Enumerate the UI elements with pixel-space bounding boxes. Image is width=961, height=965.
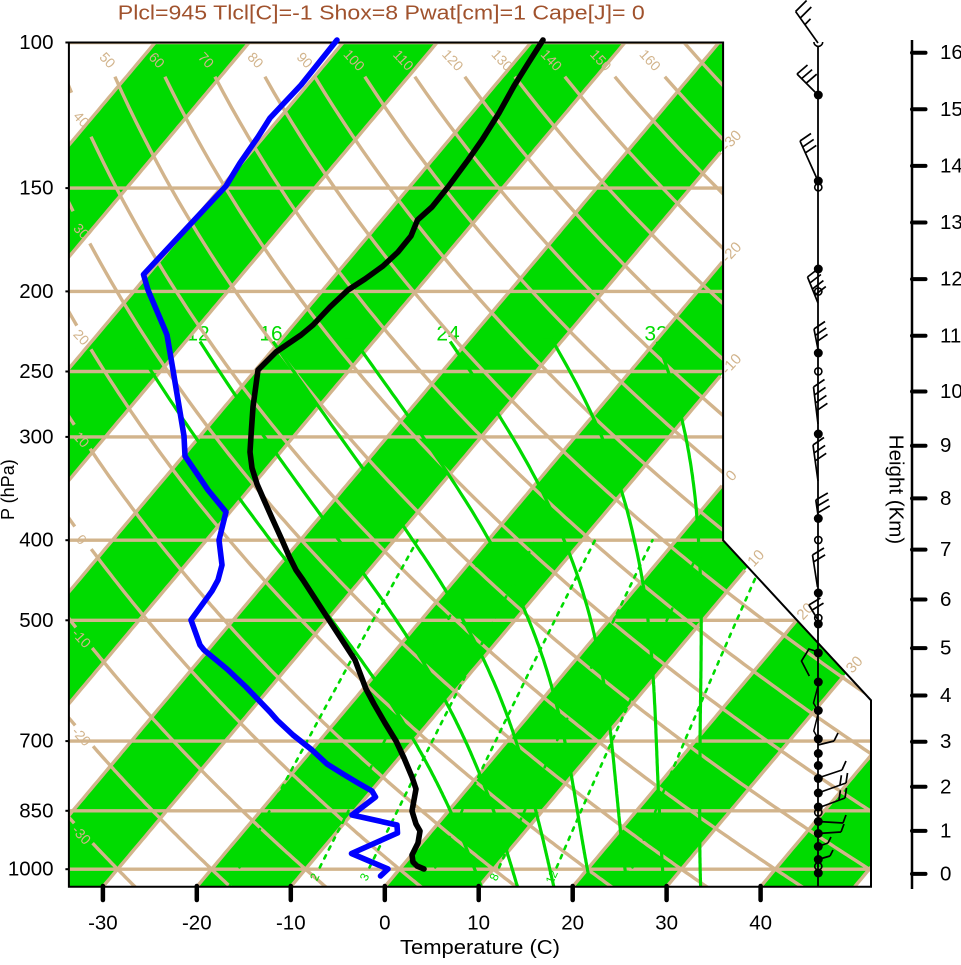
svg-text:6: 6 [940,588,951,611]
svg-text:400: 400 [19,529,53,552]
svg-text:8: 8 [940,487,951,510]
svg-text:Temperature (C): Temperature (C) [400,936,560,959]
svg-text:12: 12 [940,268,961,291]
svg-text:Height (Km): Height (Km) [885,435,908,544]
svg-text:10: 10 [940,380,961,403]
svg-text:4: 4 [940,684,951,707]
svg-text:1: 1 [940,819,951,842]
svg-text:3: 3 [940,730,951,753]
svg-text:-20: -20 [182,912,212,935]
svg-text:250: 250 [19,360,53,383]
svg-text:40: 40 [749,912,772,935]
svg-text:Plcl=945 Tlcl[C]=-1 Shox=8 Pwa: Plcl=945 Tlcl[C]=-1 Shox=8 Pwat[cm]=1 Ca… [118,2,645,25]
svg-text:30: 30 [655,912,678,935]
svg-text:500: 500 [19,609,53,632]
svg-text:-10: -10 [276,912,306,935]
svg-text:8: 8 [125,323,137,346]
svg-text:2: 2 [940,775,951,798]
svg-text:0: 0 [379,912,390,935]
svg-text:200: 200 [19,280,53,303]
svg-text:150: 150 [19,177,53,200]
svg-text:12: 12 [543,868,561,886]
svg-text:9: 9 [940,434,951,457]
svg-text:-30: -30 [88,912,118,935]
svg-text:32: 32 [644,323,667,346]
svg-text:300: 300 [19,425,53,448]
svg-text:28: 28 [539,323,562,346]
svg-text:5: 5 [940,637,951,660]
svg-text:850: 850 [19,799,53,822]
svg-text:1000: 1000 [8,858,54,881]
svg-text:14: 14 [940,154,961,177]
svg-text:20: 20 [561,912,584,935]
svg-text:20: 20 [341,323,364,346]
svg-text:13: 13 [940,211,961,234]
svg-text:16: 16 [259,323,282,346]
svg-text:7: 7 [940,538,951,561]
svg-text:P (hPa): P (hPa) [0,459,18,520]
svg-text:700: 700 [19,730,53,753]
svg-text:15: 15 [940,98,961,121]
svg-text:0: 0 [940,862,951,885]
svg-text:11: 11 [940,324,961,347]
svg-text:10: 10 [467,912,490,935]
svg-text:20: 20 [619,868,637,886]
svg-text:100: 100 [19,31,53,54]
svg-text:12: 12 [186,323,209,346]
svg-text:16: 16 [940,41,961,64]
